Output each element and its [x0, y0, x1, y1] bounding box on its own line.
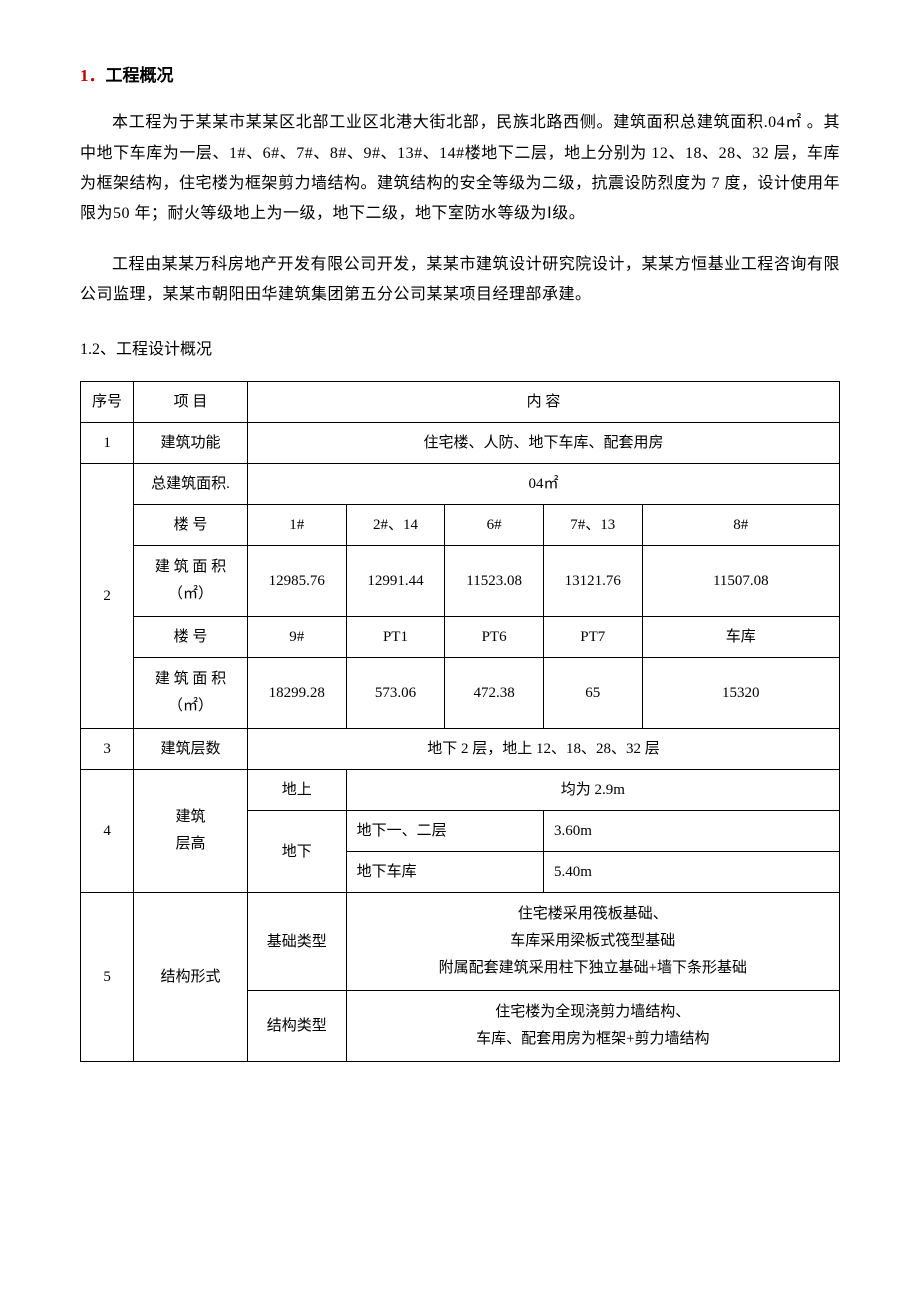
cell-struct-label: 结构类型 [247, 991, 346, 1062]
table-row: 建 筑 面 积（㎡） 18299.28 573.06 472.38 65 153… [81, 658, 840, 729]
table-row: 建 筑 面 积（㎡） 12985.76 12991.44 11523.08 13… [81, 546, 840, 617]
cell: 12991.44 [346, 546, 445, 617]
cell-struct-val: 住宅楼为全现浇剪力墙结构、 车库、配套用房为框架+剪力墙结构 [346, 991, 839, 1062]
cell: 8# [642, 505, 839, 546]
table-header-row: 序号 项 目 内 容 [81, 382, 840, 423]
cell-area-label: 建 筑 面 积（㎡） [134, 658, 248, 729]
cell-above-val: 均为 2.9m [346, 770, 839, 811]
cell: 9# [247, 617, 346, 658]
design-overview-table: 序号 项 目 内 容 1 建筑功能 住宅楼、人防、地下车库、配套用房 2 总建筑… [80, 381, 840, 1062]
cell-found-val: 住宅楼采用筏板基础、 车库采用梁板式筏型基础 附属配套建筑采用柱下独立基础+墙下… [346, 893, 839, 991]
cell-content: 地下 2 层，地上 12、18、28、32 层 [247, 729, 839, 770]
cell-seq: 3 [81, 729, 134, 770]
cell-seq: 4 [81, 770, 134, 893]
cell-bldg-label: 楼 号 [134, 505, 248, 546]
cell-item: 结构形式 [134, 893, 248, 1062]
cell-item: 建筑功能 [134, 423, 248, 464]
heading-number: 1． [80, 66, 106, 85]
cell-above-label: 地上 [247, 770, 346, 811]
header-seq: 序号 [81, 382, 134, 423]
cell: 车库 [642, 617, 839, 658]
cell: 11523.08 [445, 546, 544, 617]
header-item: 项 目 [134, 382, 248, 423]
paragraph-1: 本工程为于某某市某某区北部工业区北港大街北部，民族北路西侧。建筑面积总建筑面积.… [80, 108, 840, 230]
cell: 3.60m [543, 811, 839, 852]
cell: 472.38 [445, 658, 544, 729]
table-row: 楼 号 1# 2#、14 6# 7#、13 8# [81, 505, 840, 546]
cell: 地下车库 [346, 852, 543, 893]
cell: 5.40m [543, 852, 839, 893]
cell: PT6 [445, 617, 544, 658]
paragraph-2: 工程由某某万科房地产开发有限公司开发，某某市建筑设计研究院设计，某某方恒基业工程… [80, 250, 840, 311]
table-row: 1 建筑功能 住宅楼、人防、地下车库、配套用房 [81, 423, 840, 464]
cell-below-label: 地下 [247, 811, 346, 893]
cell-seq: 1 [81, 423, 134, 464]
cell: 地下一、二层 [346, 811, 543, 852]
cell: 573.06 [346, 658, 445, 729]
cell: 12985.76 [247, 546, 346, 617]
cell-found-label: 基础类型 [247, 893, 346, 991]
cell: PT1 [346, 617, 445, 658]
cell-item: 建筑层数 [134, 729, 248, 770]
table-row: 3 建筑层数 地下 2 层，地上 12、18、28、32 层 [81, 729, 840, 770]
cell-total-area-label: 总建筑面积. [134, 464, 248, 505]
cell: 18299.28 [247, 658, 346, 729]
cell: 1# [247, 505, 346, 546]
cell-seq: 2 [81, 464, 134, 729]
header-content: 内 容 [247, 382, 839, 423]
cell-seq: 5 [81, 893, 134, 1062]
table-row: 5 结构形式 基础类型 住宅楼采用筏板基础、 车库采用梁板式筏型基础 附属配套建… [81, 893, 840, 991]
table-row: 楼 号 9# PT1 PT6 PT7 车库 [81, 617, 840, 658]
cell: 7#、13 [543, 505, 642, 546]
cell-area-label: 建 筑 面 积（㎡） [134, 546, 248, 617]
table-row: 4 建筑 层高 地上 均为 2.9m [81, 770, 840, 811]
cell-content: 住宅楼、人防、地下车库、配套用房 [247, 423, 839, 464]
cell: 15320 [642, 658, 839, 729]
cell-total-area-value: 04㎡ [247, 464, 839, 505]
cell: 65 [543, 658, 642, 729]
cell: 2#、14 [346, 505, 445, 546]
subsection-heading: 1.2、工程设计概况 [80, 335, 840, 365]
cell: 13121.76 [543, 546, 642, 617]
cell: 11507.08 [642, 546, 839, 617]
cell-item: 建筑 层高 [134, 770, 248, 893]
section-heading: 1．工程概况 [80, 60, 840, 92]
heading-title: 工程概况 [106, 66, 174, 85]
cell: 6# [445, 505, 544, 546]
cell-bldg-label: 楼 号 [134, 617, 248, 658]
cell: PT7 [543, 617, 642, 658]
table-row: 2 总建筑面积. 04㎡ [81, 464, 840, 505]
